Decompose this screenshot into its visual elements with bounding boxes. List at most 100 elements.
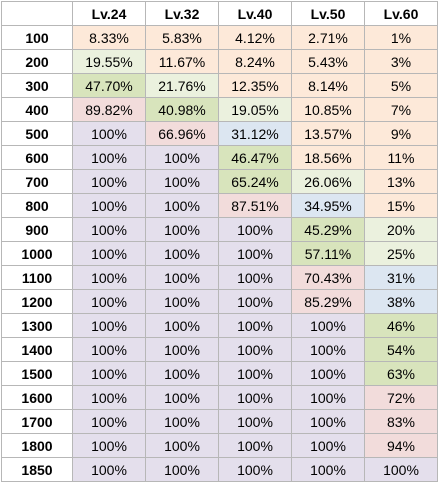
table-cell: 100% (72, 337, 146, 362)
table-cell: 63% (364, 361, 438, 386)
table-cell: 100% (72, 265, 146, 290)
table-cell: 100% (72, 457, 146, 482)
table-cell: 7% (364, 97, 438, 122)
row-header: 1800 (1, 433, 73, 458)
table-cell: 100% (145, 337, 219, 362)
table-row: 1000 100% 100% 100% 57.11% 25% (1, 241, 438, 266)
table-cell: 100% (291, 433, 365, 458)
table-cell: 100% (218, 433, 292, 458)
table-row: 300 47.70% 21.76% 12.35% 8.14% 5% (1, 73, 438, 98)
row-header: 1500 (1, 361, 73, 386)
table-cell: 57.11% (291, 241, 365, 266)
table-cell: 100% (145, 433, 219, 458)
table-cell: 100% (218, 409, 292, 434)
table-row: 1500 100% 100% 100% 100% 63% (1, 361, 438, 386)
table-row: 1200 100% 100% 100% 85.29% 38% (1, 289, 438, 314)
table-cell: 13% (364, 169, 438, 194)
table-cell: 46% (364, 313, 438, 338)
table-cell: 100% (72, 289, 146, 314)
table-cell: 100% (218, 313, 292, 338)
row-header: 300 (1, 73, 73, 98)
table-cell: 18.56% (291, 145, 365, 170)
table-cell: 38% (364, 289, 438, 314)
table-cell: 100% (145, 313, 219, 338)
table-cell: 100% (291, 409, 365, 434)
table-cell: 21.76% (145, 73, 219, 98)
table-cell: 10.85% (291, 97, 365, 122)
table-cell: 100% (218, 265, 292, 290)
table-cell: 100% (72, 433, 146, 458)
table-cell: 85.29% (291, 289, 365, 314)
table-cell: 20% (364, 217, 438, 242)
table-cell: 100% (218, 361, 292, 386)
table-cell: 65.24% (218, 169, 292, 194)
table-cell: 100% (145, 169, 219, 194)
table-cell: 100% (291, 385, 365, 410)
table-cell: 8.24% (218, 49, 292, 74)
table-cell: 100% (72, 121, 146, 146)
table-cell: 100% (72, 145, 146, 170)
table-cell: 100% (291, 313, 365, 338)
table-cell: 100% (72, 217, 146, 242)
table-row: 1700 100% 100% 100% 100% 83% (1, 409, 438, 434)
table-cell: 15% (364, 193, 438, 218)
table-cell: 100% (145, 193, 219, 218)
row-header: 900 (1, 217, 73, 242)
table-row: 1600 100% 100% 100% 100% 72% (1, 385, 438, 410)
table-cell: 89.82% (72, 97, 146, 122)
row-header: 100 (1, 25, 73, 50)
table-cell: 13.57% (291, 121, 365, 146)
table-cell: 4.12% (218, 25, 292, 50)
table-cell: 11% (364, 145, 438, 170)
column-header: Lv.32 (145, 1, 219, 26)
row-header: 1600 (1, 385, 73, 410)
table-cell: 100% (218, 217, 292, 242)
table-cell: 54% (364, 337, 438, 362)
column-header: Lv.50 (291, 1, 365, 26)
table-cell: 2.71% (291, 25, 365, 50)
table-cell: 8.33% (72, 25, 146, 50)
table-cell: 100% (145, 265, 219, 290)
table-cell: 100% (145, 145, 219, 170)
table-cell: 100% (145, 361, 219, 386)
table-row: 700 100% 100% 65.24% 26.06% 13% (1, 169, 438, 194)
table-cell: 12.35% (218, 73, 292, 98)
table-row: 200 19.55% 11.67% 8.24% 5.43% 3% (1, 49, 438, 74)
table-cell: 100% (145, 409, 219, 434)
table-cell: 100% (291, 361, 365, 386)
table-cell: 25% (364, 241, 438, 266)
table-cell: 47.70% (72, 73, 146, 98)
row-header: 1300 (1, 313, 73, 338)
table-row: 1800 100% 100% 100% 100% 94% (1, 433, 438, 458)
table-cell: 100% (218, 337, 292, 362)
table-cell: 100% (218, 241, 292, 266)
table-cell: 70.43% (291, 265, 365, 290)
table-cell: 94% (364, 433, 438, 458)
row-header: 1100 (1, 265, 73, 290)
row-header: 1400 (1, 337, 73, 362)
column-header: Lv.40 (218, 1, 292, 26)
table-row: 400 89.82% 40.98% 19.05% 10.85% 7% (1, 97, 438, 122)
table-cell: 100% (145, 289, 219, 314)
table-cell: 100% (218, 289, 292, 314)
table-body: 100 8.33% 5.83% 4.12% 2.71% 1% 200 19.55% 11.67%… (1, 25, 438, 482)
table-cell: 100% (72, 313, 146, 338)
table-row: 100 8.33% 5.83% 4.12% 2.71% 1% (1, 25, 438, 50)
row-header: 1000 (1, 241, 73, 266)
table-cell: 87.51% (218, 193, 292, 218)
table-row: 1400 100% 100% 100% 100% 54% (1, 337, 438, 362)
table-cell: 19.55% (72, 49, 146, 74)
table-cell: 34.95% (291, 193, 365, 218)
table-cell: 100% (72, 361, 146, 386)
table-cell: 45.29% (291, 217, 365, 242)
table-row: 1300 100% 100% 100% 100% 46% (1, 313, 438, 338)
row-header: 200 (1, 49, 73, 74)
table-cell: 8.14% (291, 73, 365, 98)
table-cell: 66.96% (145, 121, 219, 146)
table-cell: 1% (364, 25, 438, 50)
table-cell: 100% (291, 337, 365, 362)
column-header: Lv.24 (72, 1, 146, 26)
table-cell: 9% (364, 121, 438, 146)
table-row: 500 100% 66.96% 31.12% 13.57% 9% (1, 121, 438, 146)
table-cell: 100% (72, 241, 146, 266)
